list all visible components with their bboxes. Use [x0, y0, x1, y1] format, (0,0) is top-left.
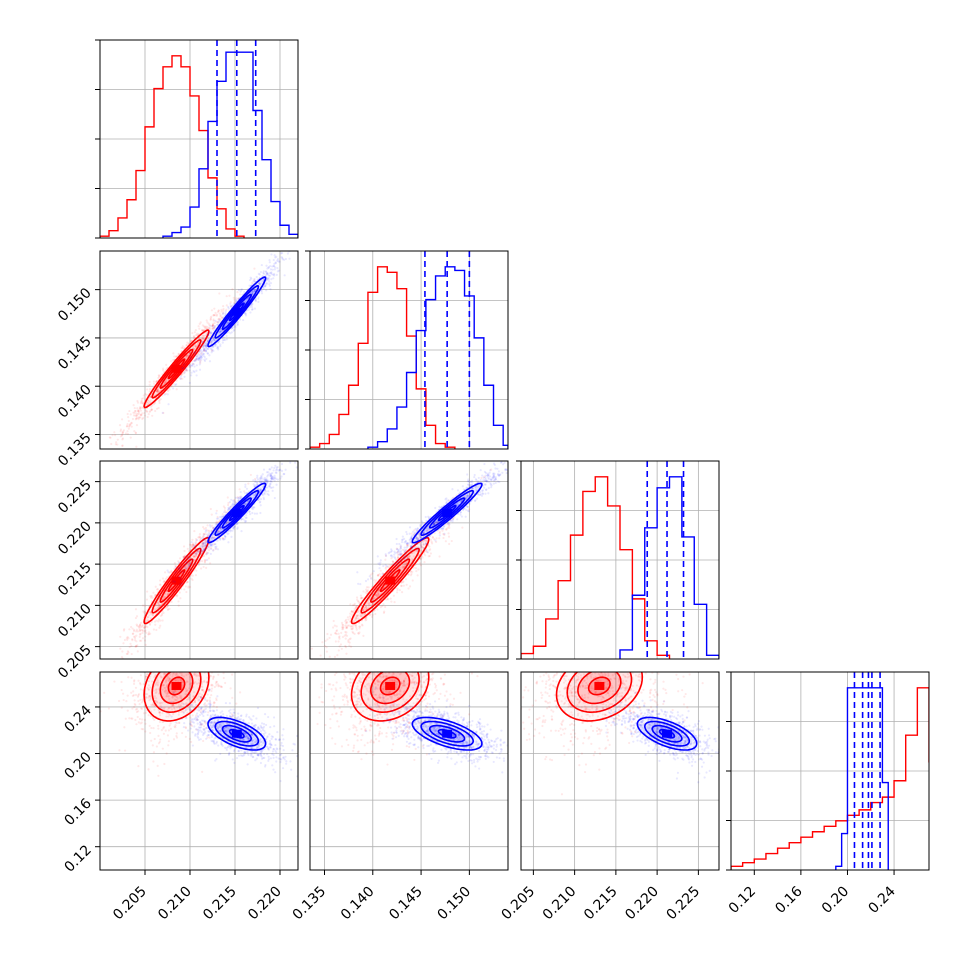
scatter-panel-3-1: [310, 672, 508, 870]
peak-0-3-1: [385, 681, 396, 690]
ytick-label-2-2: 0.215: [55, 560, 95, 600]
ytick-label-1-1: 0.140: [55, 382, 95, 422]
xtick-label-2-2: 0.215: [581, 884, 621, 924]
histogram-series-0-2: [521, 476, 671, 659]
panel-frame-1-0: [99, 250, 299, 450]
histogram-series-1-1: [367, 266, 508, 449]
ytick-label-3-3: 0.24: [61, 702, 94, 735]
scatter-panel-2-0: [100, 461, 298, 659]
histogram-series-1-3: [835, 687, 889, 870]
scatter-panel-1-0: [100, 251, 298, 449]
histogram-series-0-1: [310, 266, 456, 449]
xtick-label-3-1: 0.16: [772, 883, 805, 916]
xtick-label-1-3: 0.150: [435, 884, 475, 924]
scatter-panel-3-2: [521, 672, 719, 870]
xtick-label-3-3: 0.24: [866, 883, 899, 916]
contour-1-3-1-3: [411, 716, 483, 751]
xtick-label-3-0: 0.12: [726, 884, 759, 917]
contour-0-3-0-2: [151, 672, 202, 714]
panel-frame-2-0: [99, 460, 299, 660]
panel-frame-3-1: [309, 671, 509, 871]
contour-0-3-2-3: [555, 672, 644, 722]
contour-0-3-2-2: [566, 672, 633, 714]
contour-0-1-0-3: [143, 329, 210, 409]
xtick-label-0-1: 0.210: [155, 884, 195, 924]
ytick-label-3-1: 0.16: [61, 796, 94, 829]
histogram-series-0-0: [100, 55, 245, 238]
histogram-panel-3: [731, 672, 929, 870]
ytick-label-1-3: 0.150: [55, 285, 95, 325]
histogram-series-0-3: [731, 687, 929, 870]
contour-1-1-0-3: [207, 276, 267, 348]
contour-0-3-1-2: [360, 672, 420, 714]
ytick-label-2-0: 0.205: [55, 642, 95, 682]
ytick-label-3-0: 0.12: [61, 842, 94, 875]
xtick-label-0-2: 0.215: [200, 884, 240, 924]
peak-1-1-0: [231, 307, 242, 316]
contour-0-2-1-3: [350, 536, 430, 625]
peak-0-2-0: [171, 576, 182, 585]
contour-0-3-0-3: [143, 672, 210, 722]
panel-frame-2-1: [309, 460, 509, 660]
scatter-panel-2-1: [310, 461, 508, 659]
xtick-label-0-3: 0.220: [245, 884, 285, 924]
peak-0-3-2: [594, 681, 605, 690]
xtick-label-1-2: 0.145: [386, 884, 426, 924]
contour-1-2-1-3: [411, 482, 483, 544]
xtick-label-2-0: 0.205: [499, 884, 539, 924]
scatter-points-0-3-0: [100, 672, 242, 777]
peak-1-3-0: [231, 729, 242, 738]
ytick-label-1-2: 0.145: [55, 333, 95, 373]
xtick-label-3-2: 0.20: [819, 884, 852, 917]
xtick-label-2-1: 0.210: [540, 884, 580, 924]
ytick-label-2-4: 0.225: [55, 477, 95, 517]
peak-0-1-0: [171, 364, 182, 373]
panel-frame-3-2: [520, 671, 720, 871]
ytick-label-1-0: 0.135: [55, 430, 95, 470]
contour-1-3-2-3: [636, 716, 698, 751]
peak-1-2-1: [442, 508, 453, 517]
histogram-series-1-0: [162, 51, 298, 238]
xtick-label-2-3: 0.220: [622, 884, 662, 924]
histogram-panel-1: [310, 251, 508, 449]
scatter-panel-3-0: [100, 672, 298, 870]
ytick-label-3-2: 0.20: [61, 749, 94, 782]
ytick-label-2-1: 0.210: [55, 601, 95, 641]
contour-1-3-0-3: [207, 716, 267, 751]
peak-0-2-1: [385, 576, 396, 585]
xtick-label-2-4: 0.225: [664, 884, 704, 924]
peak-0-3-0: [171, 681, 182, 690]
histogram-panel-0: [100, 40, 298, 238]
xtick-label-0-0: 0.205: [110, 884, 150, 924]
contour-0-3-1-3: [350, 672, 430, 722]
histogram-panel-2: [521, 461, 719, 659]
xtick-label-1-1: 0.140: [338, 884, 378, 924]
contour-1-2-0-3: [207, 482, 267, 544]
xtick-label-1-0: 0.135: [290, 884, 330, 924]
peak-1-2-0: [231, 508, 242, 517]
histogram-series-1-2: [619, 476, 719, 659]
contour-0-2-0-3: [143, 536, 210, 625]
peak-1-3-2: [662, 729, 673, 738]
peak-1-3-1: [442, 729, 453, 738]
panel-frame-3-0: [99, 671, 299, 871]
ytick-label-2-3: 0.220: [55, 518, 95, 558]
